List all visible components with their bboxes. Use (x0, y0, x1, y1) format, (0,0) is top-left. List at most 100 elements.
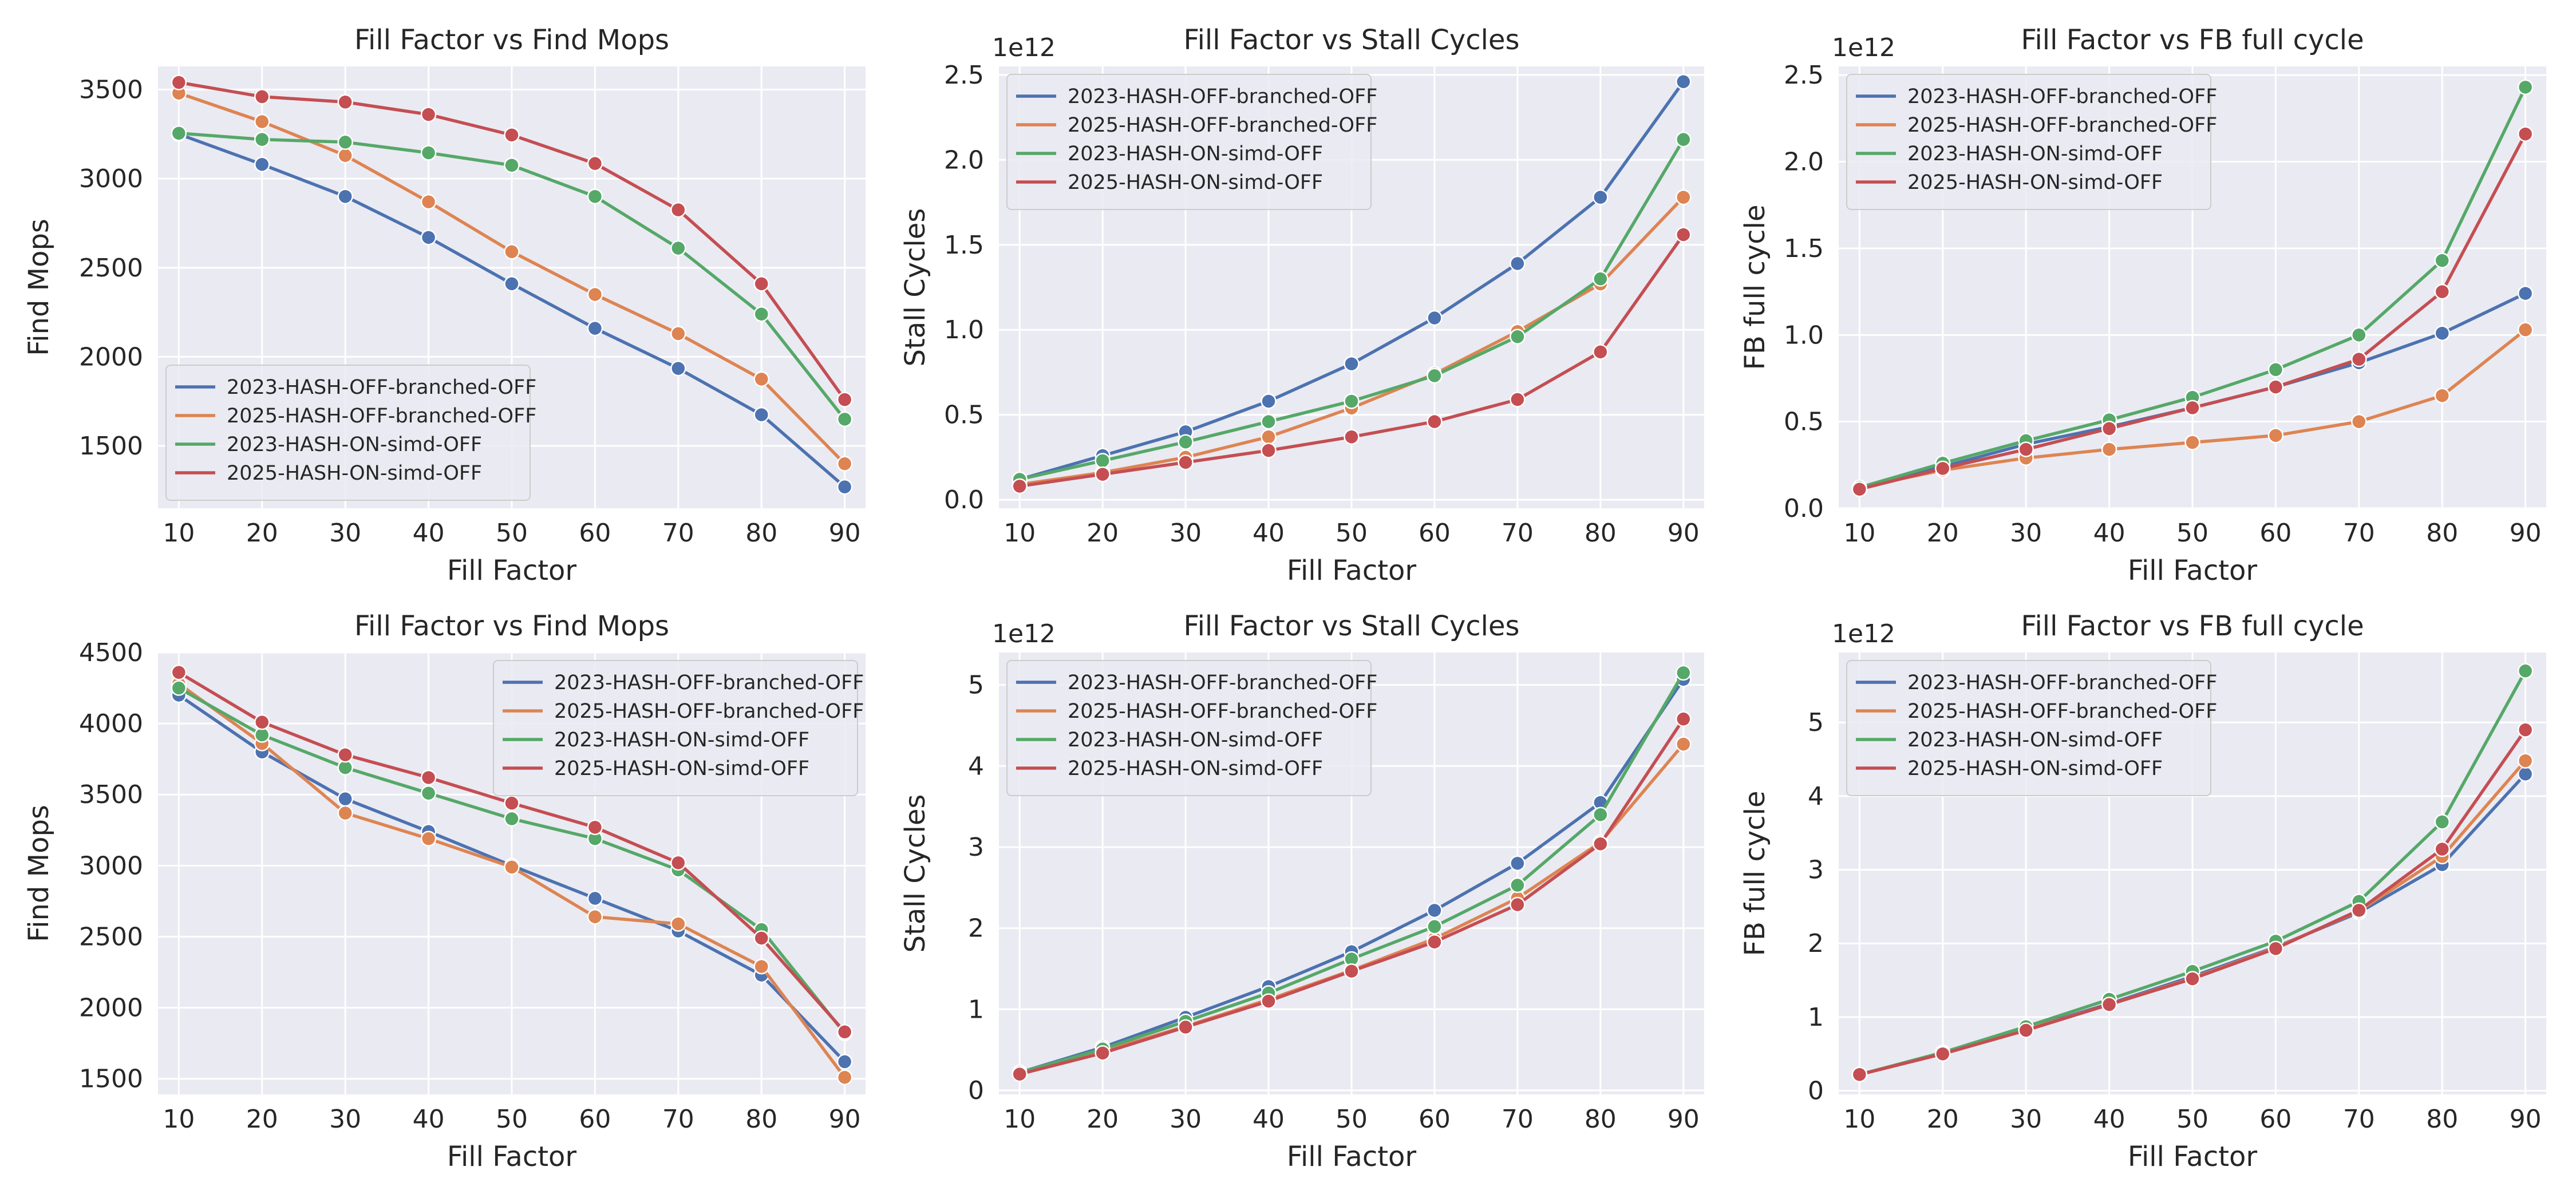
y-tick-label: 0 (968, 1076, 984, 1105)
x-tick-label: 10 (1003, 1105, 1036, 1134)
data-point (1427, 413, 1443, 430)
data-point (587, 908, 603, 925)
legend-label: 2023-HASH-ON-simd-OFF (1907, 729, 2163, 752)
data-point (504, 276, 520, 292)
x-tick-label: 50 (2176, 519, 2208, 548)
y-tick-label: 2500 (79, 922, 143, 951)
x-tick-label: 40 (2093, 519, 2125, 548)
data-point (2101, 997, 2117, 1013)
legend-box (493, 660, 858, 796)
data-point (337, 746, 353, 763)
x-tick-label: 30 (2010, 1105, 2042, 1134)
legend-box (1846, 74, 2211, 210)
y-tick-label: 2.5 (1784, 61, 1824, 90)
y-tick-label: 0.0 (944, 485, 984, 515)
chart-title: Fill Factor vs Stall Cycles (1183, 610, 1519, 642)
legend-label: 2023-HASH-OFF-branched-OFF (1907, 85, 2217, 108)
y-tick-label: 4500 (79, 638, 143, 667)
y-tick-label: 3000 (79, 164, 143, 193)
y-scale-offset-label: 1e12 (992, 619, 1056, 649)
legend-label: 2023-HASH-OFF-branched-OFF (1068, 671, 1377, 694)
data-point (2184, 971, 2200, 987)
x-tick-label: 80 (1585, 1105, 1617, 1134)
y-tick-label: 3500 (79, 780, 143, 809)
x-tick-label: 20 (1086, 1105, 1119, 1134)
x-tick-label: 80 (745, 1105, 777, 1134)
data-point (1510, 392, 1526, 408)
data-point (1427, 367, 1443, 384)
data-point (504, 795, 520, 811)
legend-label: 2025-HASH-OFF-branched-OFF (1907, 114, 2217, 137)
data-point (587, 890, 603, 907)
data-point (1427, 310, 1443, 326)
data-point (1676, 73, 1692, 90)
data-point (1676, 131, 1692, 148)
data-point (1593, 271, 1609, 287)
data-point (836, 1054, 853, 1070)
data-point (254, 113, 270, 130)
data-point (337, 188, 353, 204)
data-point (753, 958, 769, 975)
y-tick-label: 1.0 (1784, 321, 1824, 350)
y-tick-label: 1.5 (1784, 234, 1824, 263)
data-point (420, 193, 437, 210)
x-tick-label: 80 (1585, 519, 1617, 548)
data-point (2517, 285, 2534, 302)
data-point (836, 1069, 853, 1085)
legend-label: 2025-HASH-ON-simd-OFF (1068, 757, 1323, 780)
data-point (2184, 400, 2200, 416)
data-point (2434, 814, 2450, 830)
data-point (420, 106, 437, 122)
x-tick-label: 70 (2343, 519, 2375, 548)
data-point (254, 131, 270, 148)
x-axis-label: Fill Factor (2128, 555, 2258, 587)
x-tick-label: 70 (2343, 1105, 2375, 1134)
x-axis-label: Fill Factor (2128, 1141, 2258, 1173)
data-point (504, 859, 520, 875)
legend-label: 2023-HASH-OFF-branched-OFF (554, 671, 864, 694)
data-point (1261, 393, 1277, 409)
x-tick-label: 70 (1502, 1105, 1534, 1134)
y-tick-label: 4 (1808, 782, 1824, 811)
legend-label: 2025-HASH-ON-simd-OFF (1907, 171, 2163, 194)
x-tick-label: 60 (2259, 1105, 2291, 1134)
y-tick-label: 2500 (79, 254, 143, 283)
y-scale-offset-label: 1e12 (992, 33, 1056, 62)
data-point (337, 147, 353, 164)
x-tick-label: 80 (745, 519, 777, 548)
y-tick-label: 2 (1808, 929, 1824, 958)
x-tick-label: 50 (1336, 519, 1368, 548)
data-point (2184, 434, 2200, 450)
data-point (1593, 806, 1609, 823)
data-point (1676, 736, 1692, 752)
data-point (2434, 841, 2450, 857)
x-tick-label: 20 (1927, 1105, 1959, 1134)
data-point (420, 769, 437, 786)
data-point (1676, 189, 1692, 205)
data-point (1261, 429, 1277, 445)
data-point (337, 790, 353, 807)
data-point (2018, 441, 2034, 457)
y-tick-label: 2.5 (944, 61, 984, 90)
y-axis-label: Stall Cycles (899, 794, 931, 953)
data-point (171, 680, 187, 696)
legend: 2023-HASH-OFF-branched-OFF 2025-HASH-OFF-… (1006, 660, 1377, 796)
y-tick-label: 5 (1808, 708, 1824, 737)
legend-label: 2025-HASH-OFF-branched-OFF (1068, 114, 1377, 137)
x-tick-label: 30 (329, 519, 361, 548)
data-point (2351, 327, 2367, 343)
data-point (1676, 711, 1692, 727)
data-point (337, 805, 353, 821)
x-axis-label: Fill Factor (447, 1141, 577, 1173)
data-point (254, 89, 270, 105)
y-tick-label: 2.0 (944, 145, 984, 175)
data-point (1427, 902, 1443, 919)
legend-label: 2023-HASH-OFF-branched-OFF (1907, 671, 2217, 694)
data-point (1510, 855, 1526, 872)
chart-title: Fill Factor vs FB full cycle (2021, 24, 2364, 56)
chart-title: Fill Factor vs FB full cycle (2021, 610, 2364, 642)
y-tick-label: 1500 (79, 1065, 143, 1094)
data-point (1510, 255, 1526, 272)
y-tick-label: 1500 (79, 432, 143, 461)
data-point (337, 94, 353, 110)
